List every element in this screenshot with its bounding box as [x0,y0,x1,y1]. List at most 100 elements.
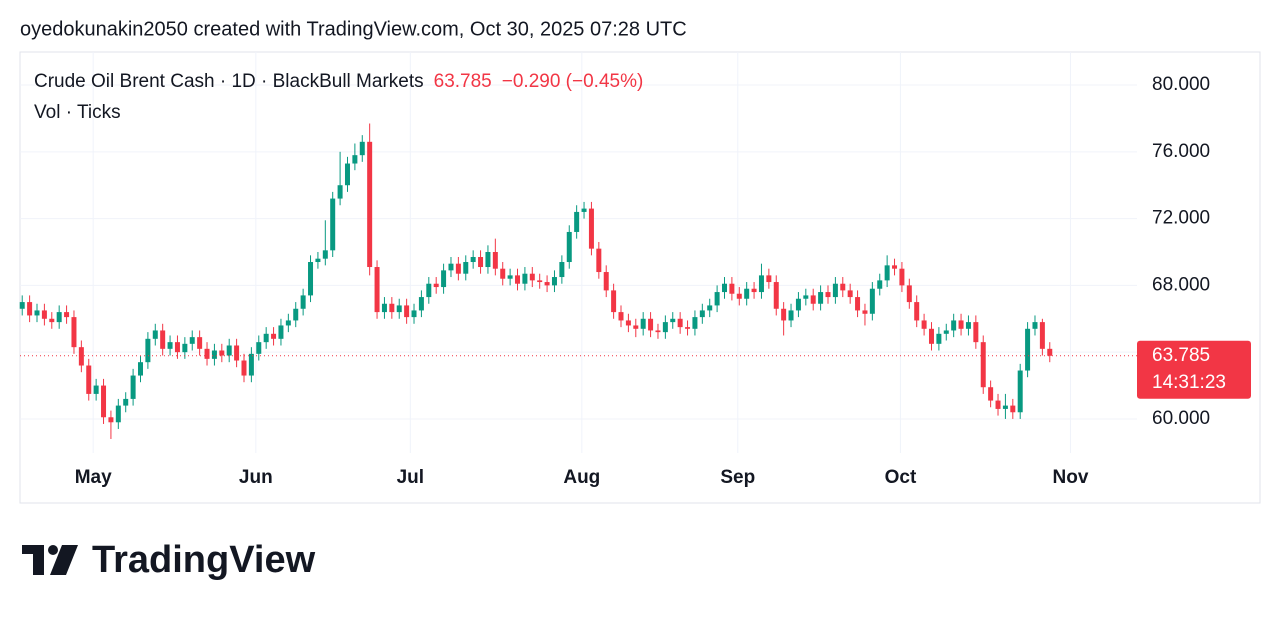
candle-body [773,282,779,309]
candle-body [633,325,639,329]
candle-body [722,283,728,293]
candle-body [892,265,898,269]
candle-body [522,273,528,284]
candle-body [455,263,461,274]
candle-body [404,305,410,318]
candle-body [396,305,402,313]
candle-body [78,347,84,366]
candle-body [707,305,713,311]
subtitle: Vol · Ticks [34,102,121,123]
candle-body [825,292,831,298]
candle-body [781,308,787,321]
candle-body [788,310,794,321]
candle-body [381,303,387,313]
candle-body [137,362,143,376]
candle-body [810,295,816,304]
candle-body [596,248,602,273]
candle-body [470,257,476,263]
candle-body [160,330,166,349]
price-tag-countdown: 14:31:23 [1152,372,1226,393]
candle-body [995,400,1001,409]
candle-body [426,283,432,298]
candles [19,123,1053,439]
candle-body [344,163,350,186]
candle-body [1010,405,1016,413]
candle-body [352,155,358,164]
candle-body [1039,322,1045,349]
candle-body [855,297,861,311]
candle-body [248,353,254,376]
candle-body [492,251,498,269]
candle-body [899,268,905,286]
candle-body [515,275,521,284]
candle-body [308,262,314,296]
candle-body [478,257,484,268]
candle-body [49,318,55,323]
candle-body [677,318,683,328]
candle-body [418,297,424,311]
candle-body [211,350,217,359]
candle-body [41,310,47,319]
candle-body [877,280,883,289]
x-tick-label: Aug [563,467,600,488]
candle-body [766,275,772,283]
candle-body [958,320,964,329]
candle-body [152,330,158,339]
candle-body [551,277,557,286]
symbol-title: Crude Oil Brent Cash · 1D · BlackBull Ma… [34,71,424,92]
candle-body [1047,348,1053,356]
price-tag [1137,340,1251,399]
candle-body [581,208,587,212]
candle-body [625,320,631,326]
candle-body [463,262,469,274]
candle-body [980,342,986,388]
candle-body [448,263,454,271]
candle-body [699,310,705,318]
header: oyedokunakin2050 created with TradingVie… [20,18,687,40]
logo-icon [22,545,78,575]
candle-body [374,267,380,313]
candle-body [692,317,698,329]
candle-body [685,327,691,329]
candle-body [1025,328,1031,371]
x-tick-label: Jun [239,467,273,488]
candle-body [56,312,62,323]
candle-body [234,345,240,361]
candle-body [322,250,328,259]
candle-body [862,310,868,314]
x-tick-label: Oct [885,467,917,488]
candle-body [758,275,764,293]
candle-body [921,320,927,329]
candle-body [803,295,809,299]
candle-body [574,211,580,232]
y-tick-label: 76.000 [1152,141,1210,162]
candle-body [278,325,284,339]
candle-body [988,387,994,401]
candle-body [241,360,247,376]
logo-text: TradingView [92,539,316,581]
candle-body [204,348,210,359]
candle-body [928,328,934,344]
candle-body [285,320,291,326]
candle-body [655,330,661,333]
candle-body [189,337,195,344]
candle-body [648,318,654,331]
candle-body [840,283,846,291]
candle-body [34,310,40,316]
candle-body [226,345,232,356]
candle-body [744,288,750,299]
candle-body [19,302,25,309]
axes: 60.00064.00068.00072.00076.00080.000MayJ… [20,74,1251,488]
grid [20,52,1137,453]
candle-body [300,295,306,309]
chart-frame [19,51,1261,504]
candle-body [93,385,99,394]
candle-body [736,293,742,299]
candle-body [130,375,136,399]
candle-body [1017,370,1023,413]
candle-body [219,350,225,356]
candle-body [588,208,594,249]
candle-body [485,251,491,268]
legend-price: 63.785 [434,71,492,92]
candle-body [293,308,299,321]
